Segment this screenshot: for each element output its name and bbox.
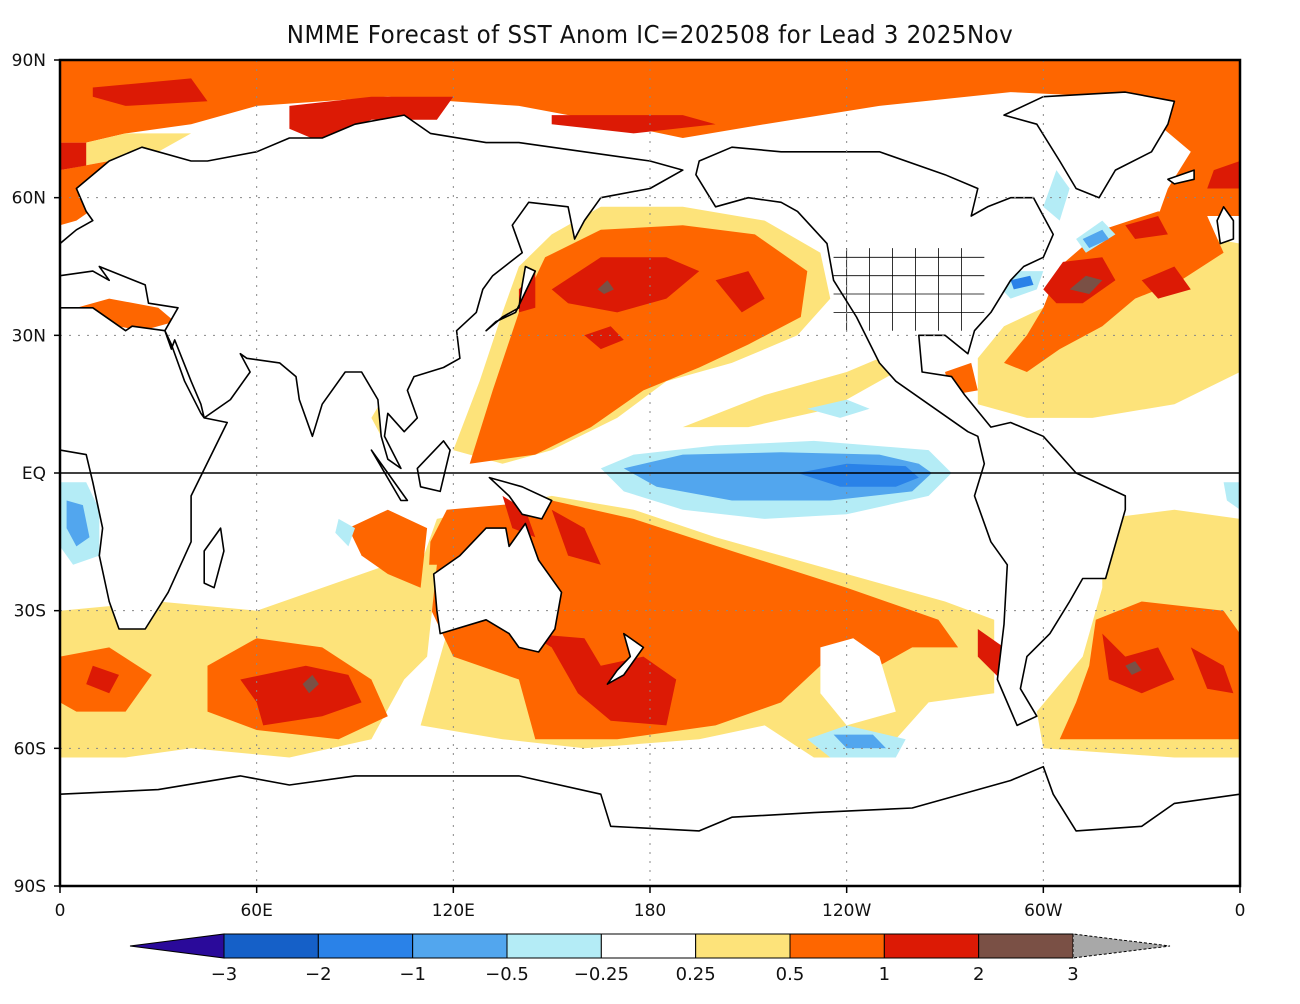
coast-japan — [485, 265, 537, 332]
white-gap — [820, 638, 896, 726]
colorbar-bin — [317, 933, 414, 959]
warm-region — [1004, 211, 1224, 372]
lat-tick-label: 60N — [12, 189, 46, 209]
colorbar-bin — [412, 933, 508, 959]
lon-tick-label: 0 — [1235, 901, 1246, 921]
lon-tick-label: 0 — [55, 901, 66, 921]
extreme-region — [302, 674, 319, 694]
coast-antarctica — [60, 765, 1240, 886]
cool-region — [1043, 170, 1070, 221]
warm-region — [1158, 133, 1240, 216]
coast-uk — [1216, 206, 1235, 245]
colorbar-legend: −3 −2 −1 −0.5 −0.25 0.25 0.5 1 2 3 — [129, 933, 1171, 985]
hot-region — [86, 665, 119, 694]
lon-tick-label: 60W — [1024, 901, 1063, 921]
coast-newguinea — [488, 476, 553, 520]
hot-region — [1102, 633, 1175, 694]
colorbar-level-label: 3 — [1067, 964, 1078, 985]
colorbar-bin — [506, 933, 602, 959]
colorbar-bin — [223, 933, 319, 959]
colorbar-bin — [883, 933, 980, 959]
cool-region — [1223, 482, 1240, 510]
extreme-region — [1125, 661, 1142, 675]
coast-eurasia-africa — [60, 114, 684, 630]
cool-region — [807, 399, 870, 418]
lon-tick-label: 120E — [432, 901, 475, 921]
hot-region — [1125, 216, 1168, 239]
colorbar-level-label: −0.5 — [485, 964, 529, 985]
coast-madagascar — [203, 527, 225, 589]
colorbar-level-label: −3 — [211, 964, 238, 985]
colorbar-level-label: 0.25 — [676, 964, 716, 985]
cool-region — [335, 518, 355, 547]
colorbar-arrow-high — [1072, 933, 1171, 959]
colorbar-level-label: −0.25 — [574, 964, 629, 985]
anomaly-fields — [60, 60, 1240, 758]
hot-region — [289, 96, 454, 143]
coastlines — [60, 91, 1240, 886]
colorbar-level-label: −1 — [399, 964, 426, 985]
extreme-region — [597, 280, 614, 294]
colorbar-level-label: 2 — [973, 964, 984, 985]
colorbar-arrow-low — [129, 933, 225, 959]
hot-region — [1141, 266, 1191, 299]
hot-region — [551, 509, 601, 565]
warm-region — [427, 500, 959, 740]
lat-tick-label: 90N — [12, 51, 46, 71]
colorbar-level-label: 0.5 — [776, 964, 805, 985]
colorbar-bin — [695, 933, 791, 959]
coast-borneo — [416, 440, 451, 493]
hot-region — [715, 271, 765, 313]
coast-sumatra — [370, 449, 409, 502]
lat-axis: 90N 60N 30N EQ 30S 60S 90S — [12, 51, 60, 897]
hot-region — [92, 78, 208, 106]
hot-region — [1043, 257, 1116, 304]
cold-region — [1010, 275, 1034, 290]
hot-region — [551, 257, 700, 313]
hot-region — [977, 629, 1004, 680]
cold-region — [66, 500, 90, 547]
coast-greenland — [1003, 91, 1176, 199]
coast-americas — [695, 146, 1127, 727]
lon-tick-label: 60E — [240, 901, 272, 921]
lat-tick-label: EQ — [22, 464, 46, 484]
hot-region — [60, 142, 87, 171]
lat-tick-label: 30N — [12, 326, 46, 346]
colorbar-bin — [600, 933, 697, 959]
chart-title: NMME Forecast of SST Anom IC=202508 for … — [286, 20, 1014, 49]
warm-region — [348, 509, 428, 588]
colorbar-level-label: 1 — [879, 964, 890, 985]
colorbar-level-label: −2 — [305, 964, 332, 985]
hot-region — [1207, 161, 1240, 189]
coast-australia — [432, 522, 563, 653]
lon-tick-label: 120W — [822, 901, 871, 921]
warm-region — [60, 133, 192, 171]
colorbar-bin — [789, 933, 885, 959]
hot-region — [240, 665, 362, 726]
lon-tick-label: 180 — [634, 901, 666, 921]
lon-axis: 0 60E 120E 180 120W 60W 0 — [55, 886, 1246, 921]
cold-region — [1082, 229, 1109, 249]
cold-region — [797, 463, 919, 487]
lat-tick-label: 90S — [14, 877, 46, 897]
hot-region — [1190, 647, 1234, 694]
coast-iceland — [1167, 169, 1195, 185]
hot-region — [528, 633, 677, 726]
colorbar-bin — [978, 933, 1074, 959]
hot-region — [584, 326, 624, 350]
warm-region — [682, 358, 896, 428]
lat-tick-label: 60S — [14, 739, 46, 759]
lat-tick-label: 30S — [14, 602, 46, 622]
extreme-region — [1069, 275, 1103, 294]
warm-region — [60, 298, 175, 331]
hot-region — [551, 115, 716, 134]
coast-nz — [606, 632, 645, 685]
